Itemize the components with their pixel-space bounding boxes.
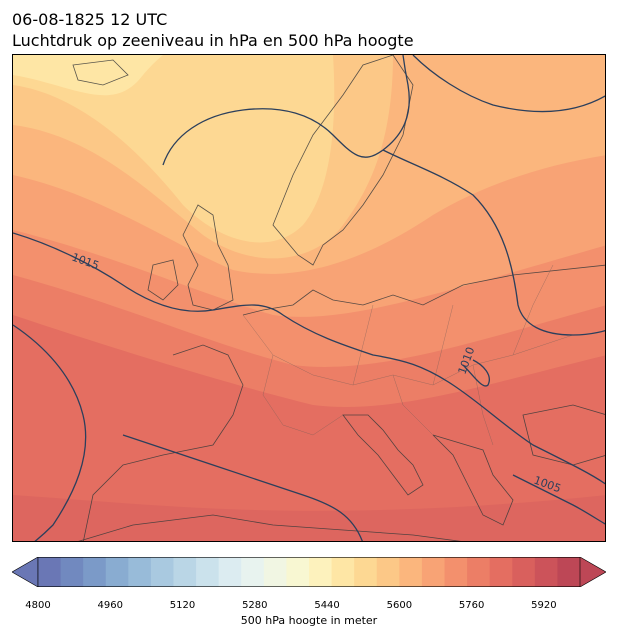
colorbar-segment (399, 557, 423, 587)
italy-coast (342, 414, 424, 496)
isobar-1010-small-loop (462, 359, 490, 387)
colorbar-segment (38, 557, 62, 587)
colorbar-segment (128, 557, 152, 587)
colorbar-tick-label: 5280 (242, 600, 268, 611)
coastlines (72, 55, 605, 541)
colorbar-segment (534, 557, 558, 587)
colorbar-segment (512, 557, 536, 587)
colorbar-segment (421, 557, 445, 587)
colorbar-segment (376, 557, 400, 587)
colorbar-segment (557, 557, 581, 587)
colorbar-tick-label: 5600 (386, 600, 413, 611)
scandinavia-coast (272, 55, 414, 266)
colorbar-segment (467, 557, 491, 587)
weather-map: 1015 1010 1005 (12, 54, 606, 542)
colorbar-segment (150, 557, 174, 587)
colorbar-tick-label: 4800 (25, 600, 51, 611)
black-sea-coast (522, 404, 605, 466)
colorbar-segment (331, 557, 355, 587)
colorbar-segment (286, 557, 310, 587)
north-continent-coast (242, 264, 605, 316)
balkan-coast (432, 434, 514, 526)
isobar-1010-south (122, 434, 363, 541)
isobar-1015 (13, 232, 605, 485)
colorbar-segment (354, 557, 378, 587)
height-band-5560 (13, 55, 163, 96)
ireland-coast (147, 259, 179, 301)
north-africa-coast (78, 514, 462, 541)
title-block: 06-08-1825 12 UTC Luchtdruk op zeeniveau… (12, 9, 414, 51)
map-title: Luchtdruk op zeeniveau in hPa en 500 hPa… (12, 31, 414, 50)
colorbar-segment (489, 557, 513, 587)
colorbar-title: 500 hPa hoogte in meter (240, 614, 378, 627)
colorbar-segment (173, 557, 197, 587)
colorbar-tick-label: 5120 (169, 600, 196, 611)
colorbar-segment (60, 557, 84, 587)
colorbar-segment (218, 557, 242, 587)
colorbar-segment (196, 557, 220, 587)
colorbar-tick-label: 5920 (531, 600, 557, 611)
colorbar-tick-label: 4960 (97, 600, 123, 611)
isobar-west-low (13, 324, 87, 541)
map-datetime: 06-08-1825 12 UTC (12, 10, 168, 29)
great-britain-coast (182, 204, 234, 311)
france-iberia-coast (83, 344, 244, 541)
isobars (13, 55, 605, 541)
isobar-north-loop (162, 55, 410, 166)
colorbar-tick-label: 5440 (314, 600, 340, 611)
colorbar-segment (309, 557, 333, 587)
colorbar-extend-low (12, 557, 39, 587)
colorbar-tick-label: 5760 (458, 600, 485, 611)
colorbar-segment (83, 557, 107, 587)
isobar-1005 (512, 474, 605, 525)
isobar-northeast (412, 55, 605, 113)
colorbar (12, 557, 606, 587)
colorbar-segment (105, 557, 129, 587)
colorbar-segment (263, 557, 287, 587)
colorbar-frame (37, 557, 581, 587)
colorbar-extend-high (579, 557, 606, 587)
colorbar-segment (241, 557, 265, 587)
height-band-5600 (13, 55, 335, 243)
iceland-coast (72, 59, 129, 86)
country-borders (242, 264, 574, 446)
colorbar-segment (444, 557, 468, 587)
height-band-5880 (13, 495, 605, 541)
isobar-east (382, 149, 605, 336)
